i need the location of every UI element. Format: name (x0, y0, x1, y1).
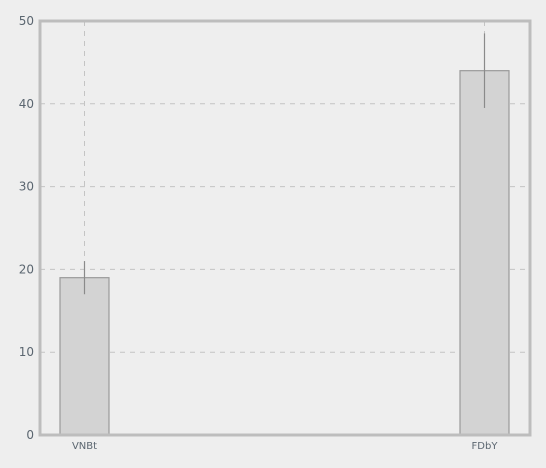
bar-VNBt (59, 277, 110, 436)
y-tick-label: 30 (19, 180, 34, 194)
x-tick-label: FDbY (472, 441, 499, 452)
label-layer: VNBt FDbY (72, 441, 498, 452)
plot-background (40, 21, 530, 435)
x-tick-label: VNBt (72, 441, 97, 452)
plot-frame (38, 19, 532, 437)
bar-FDbY (459, 70, 510, 436)
error-layer (83, 33, 486, 295)
y-tick-label: 0 (26, 428, 34, 442)
y-tick-label: 20 (19, 262, 34, 276)
y-tick-label: 50 (19, 14, 34, 28)
bar-layer (59, 70, 510, 436)
tick-layer: 0 10 20 30 40 50 (19, 14, 34, 442)
y-tick-label: 10 (19, 345, 34, 359)
y-tick-label: 40 (19, 97, 34, 111)
